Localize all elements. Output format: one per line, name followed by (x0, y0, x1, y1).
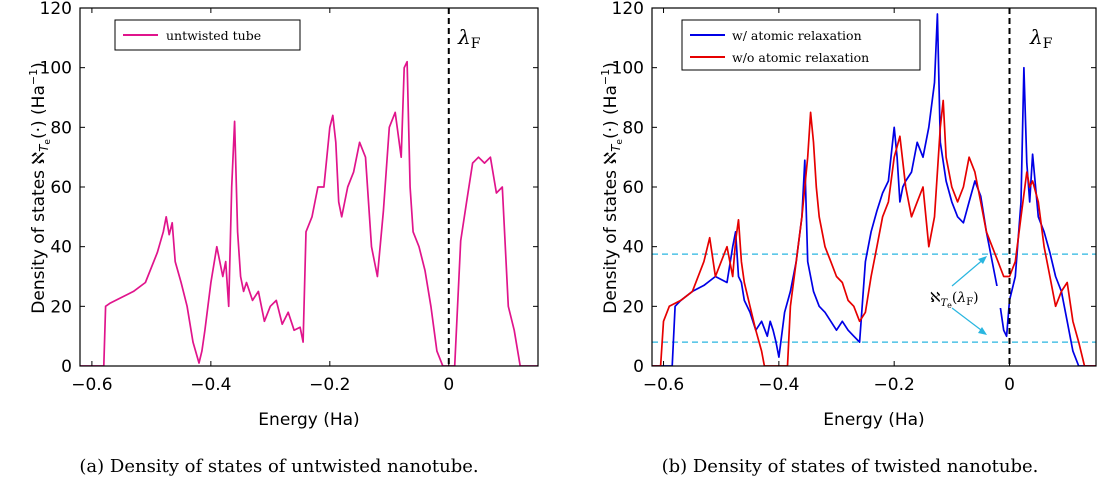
y-tick-label: 80 (622, 118, 644, 138)
y-tick-label: 20 (622, 297, 644, 317)
y-tick-label: 0 (61, 357, 72, 377)
plot-frame (79, 7, 539, 367)
annotation-arrow-down (951, 307, 986, 334)
y-tick-label: 40 (50, 238, 72, 258)
x-tick-label: −0.6 (71, 375, 112, 395)
x-tick-label: −0.4 (758, 375, 799, 395)
y-axis-label: Density of states ℵTe(·) (Ha−1) (27, 62, 53, 313)
legend: w/ atomic relaxation w/o atomic relaxati… (681, 19, 921, 71)
x-tick-label: 0 (1004, 375, 1015, 395)
x-axis-label: Energy (Ha) (258, 410, 359, 430)
legend-label: untwisted tube (166, 28, 261, 43)
y-tick-label: 40 (622, 238, 644, 258)
panel-a-untwisted: −0.6 −0.4 −0.2 0 0 20 40 60 80 100 120 λF untwiste… (27, 0, 539, 477)
plot-frame (651, 7, 1097, 367)
y-tick-label: 0 (633, 357, 644, 377)
y-tick-label: 100 (612, 59, 644, 79)
y-tick-label: 20 (50, 297, 72, 317)
series-line (652, 99, 1096, 366)
legend: untwisted tube (114, 19, 301, 51)
annotation: ℵTe(λF) (922, 256, 1008, 335)
legend-label: w/o atomic relaxation (732, 50, 869, 65)
y-tick-label: 80 (50, 118, 72, 138)
series-line (80, 60, 538, 366)
fermi-level-label: λF (457, 25, 481, 52)
y-tick-label: 60 (50, 178, 72, 198)
y-tick-label: 120 (40, 0, 72, 19)
annotation-arrowhead-up (978, 256, 987, 264)
fermi-level-label: λF (1029, 25, 1053, 52)
x-tick-label: 0 (443, 375, 454, 395)
annotation-arrowhead-down (978, 327, 987, 335)
annotation-arrow-up (951, 257, 986, 287)
x-tick-label: −0.2 (309, 375, 350, 395)
panel-b-twisted: −0.6 −0.4 −0.2 0 0 20 40 60 80 100 120 λF w/ atomi… (599, 0, 1097, 477)
y-tick-label: 100 (40, 59, 72, 79)
caption: (b) Density of states of twisted nanotub… (662, 456, 1039, 477)
x-axis-label: Energy (Ha) (823, 410, 924, 430)
y-axis-label: Density of states ℵTe(·) (Ha−1) (599, 62, 625, 313)
x-tick-label: −0.4 (190, 375, 231, 395)
legend-label: w/ atomic relaxation (732, 28, 862, 43)
y-tick-label: 60 (622, 178, 644, 198)
x-tick-label: −0.6 (643, 375, 684, 395)
x-tick-label: −0.2 (874, 375, 915, 395)
caption: (a) Density of states of untwisted nanot… (79, 456, 478, 477)
y-tick-label: 120 (612, 0, 644, 19)
